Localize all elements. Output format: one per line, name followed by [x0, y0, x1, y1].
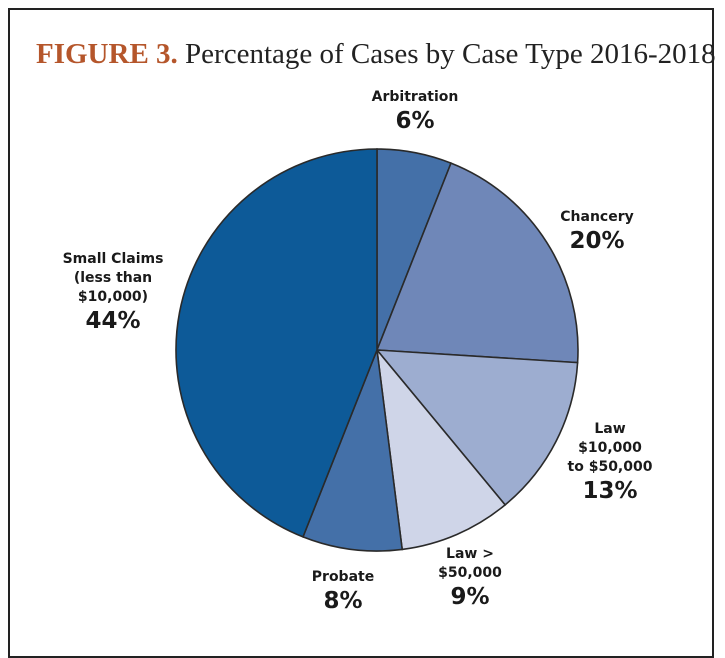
figure-label: FIGURE 3.	[36, 38, 178, 70]
pie-slice	[301, 349, 404, 552]
slice-label: Probate 8%	[312, 568, 374, 615]
category-label: Small Claims (less than $10,000)	[62, 251, 164, 305]
value-label: 6%	[395, 108, 435, 134]
value-label: 8%	[323, 588, 363, 614]
title: FIGURE 3. Percentage of Cases by Case Ty…	[36, 38, 716, 71]
pie-slice	[375, 162, 579, 364]
pie-slice	[175, 148, 378, 538]
category-label: Chancery	[560, 209, 634, 225]
slice-label: Small Claims (less than $10,000) 44%	[63, 250, 164, 335]
chart-title: Percentage of Cases by Case Type 2016-20…	[185, 38, 716, 70]
value-label: 44%	[85, 308, 141, 334]
value-label: 13%	[582, 478, 638, 504]
slice-label: Arbitration 6%	[372, 88, 459, 135]
category-label: Law > $50,000	[438, 546, 502, 581]
pie-slice	[375, 349, 579, 506]
pie-slice	[375, 347, 507, 551]
value-label: 20%	[569, 228, 625, 254]
category-label: Probate	[311, 569, 375, 585]
slice-label: Chancery 20%	[560, 208, 633, 255]
slice-label: Law $10,000 to $50,000 13%	[568, 420, 653, 505]
slice-label: Law > $50,000 9%	[438, 545, 502, 611]
value-label: 9%	[450, 584, 490, 610]
category-label: Law $10,000 to $50,000	[567, 421, 653, 475]
category-label: Arbitration	[371, 89, 459, 105]
